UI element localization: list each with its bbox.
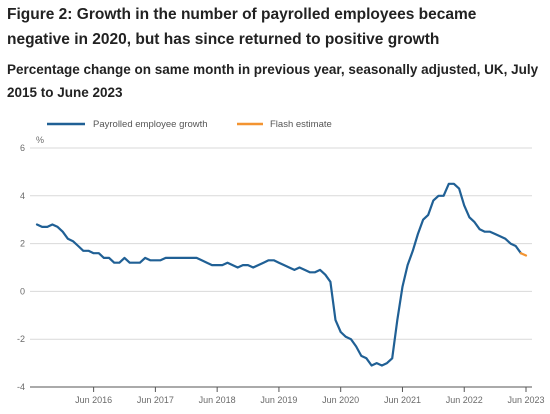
legend-label: Payrolled employee growth — [93, 119, 208, 130]
x-tick-label: Jun 2020 — [322, 395, 359, 405]
x-tick-label: Jun 2021 — [384, 395, 421, 405]
y-axis-unit: % — [36, 135, 44, 145]
x-tick-label: Jun 2019 — [260, 395, 297, 405]
y-tick-label: 6 — [20, 143, 25, 153]
series-line-payrolled-employee-growth — [35, 182, 522, 367]
y-axis: -4 -2 0 2 4 6% — [17, 135, 44, 392]
y-tick-label: 0 — [20, 286, 25, 296]
x-tick-label: Jun 2017 — [137, 395, 174, 405]
x-tick-label: Jun 2022 — [446, 395, 483, 405]
x-tick-label: Jun 2016 — [75, 395, 112, 405]
legend-label: Flash estimate — [270, 119, 332, 130]
y-tick-label: 4 — [20, 191, 25, 201]
chart-subtitle: Percentage change on same month in previ… — [7, 62, 539, 100]
series-lines — [35, 182, 528, 367]
series-line-flash-estimate — [519, 252, 528, 257]
x-axis: Jun 2016 Jun 2017 Jun 2018 Jun 2019 Jun 2020… — [75, 387, 545, 405]
legend: Payrolled employee growth Flash estimate — [47, 119, 332, 130]
y-tick-label: -2 — [17, 334, 25, 344]
gridlines — [30, 147, 532, 388]
y-tick-label: -4 — [17, 382, 25, 392]
chart-title: Figure 2: Growth in the number of payrol… — [7, 6, 477, 48]
x-tick-label: Jun 2023 — [507, 395, 544, 405]
y-tick-label: 2 — [20, 239, 25, 249]
x-tick-label: Jun 2018 — [199, 395, 236, 405]
